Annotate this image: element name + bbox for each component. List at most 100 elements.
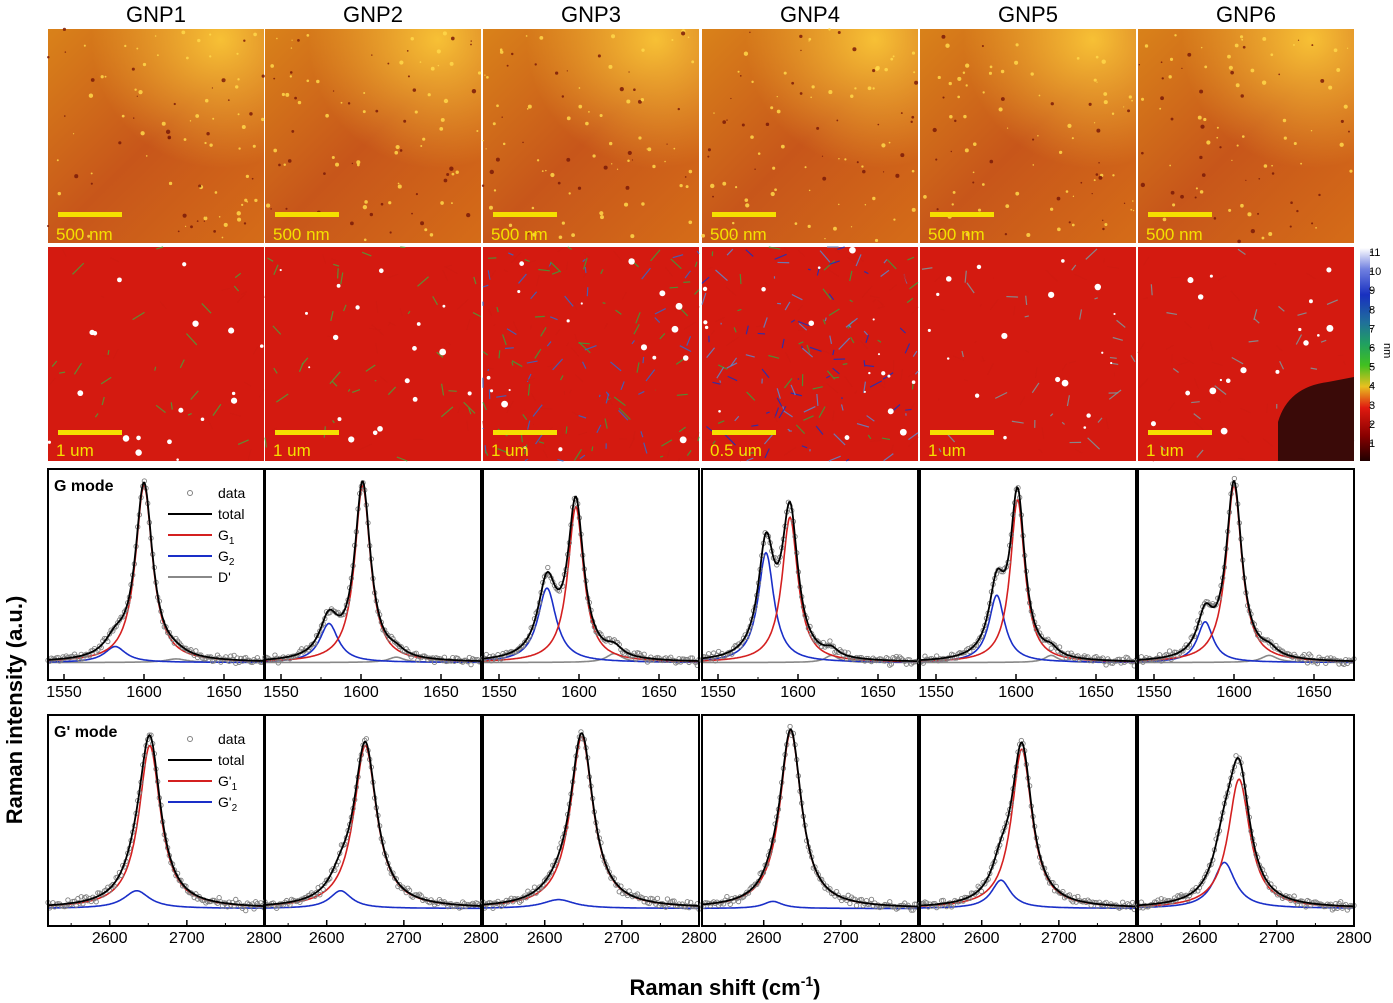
data-point bbox=[655, 896, 659, 900]
scale-bar-label: 1 um bbox=[1146, 441, 1184, 460]
x-tick-label: 1650 bbox=[641, 684, 677, 701]
x-tick-label: 1550 bbox=[700, 684, 736, 701]
height-map: 1 um bbox=[1138, 247, 1354, 461]
scale-bar bbox=[712, 430, 776, 435]
x-tick-label: 2700 bbox=[169, 930, 205, 947]
scale-bar-label: 500 nm bbox=[928, 225, 985, 244]
legend-label: G'2 bbox=[218, 794, 238, 814]
legend-marker bbox=[188, 737, 193, 742]
legend-marker bbox=[188, 491, 193, 496]
mode-title: G mode bbox=[54, 478, 114, 495]
colorbar-unit: nm bbox=[1381, 343, 1393, 358]
afm-image-row: 500 nm 500 nm 500 nm 500 nm 500 nm 500 nm bbox=[47, 28, 1354, 244]
x-tick-label: 1600 bbox=[780, 684, 816, 701]
panel-frame bbox=[702, 715, 918, 926]
raman-panel: 2600 2700 2800 bbox=[263, 715, 499, 947]
x-tick-label: 1550 bbox=[46, 684, 82, 701]
x-tick-label: 1550 bbox=[481, 684, 517, 701]
x-tick-label: 2600 bbox=[746, 930, 782, 947]
total-curve bbox=[702, 729, 918, 906]
x-tick-label: 1650 bbox=[206, 684, 242, 701]
legend-label: D' bbox=[218, 569, 231, 585]
colorbar-tick: 8 bbox=[1369, 304, 1375, 316]
afm-image: 500 nm bbox=[701, 28, 918, 244]
raman-panel: 2600 2700 2800G' mode datatotalG'1G'2 bbox=[46, 715, 282, 947]
scale-bar-label: 500 nm bbox=[56, 225, 113, 244]
total-curve bbox=[265, 481, 481, 661]
x-tick-label: 2700 bbox=[1259, 930, 1295, 947]
raman-panel: 1550 1600 1650 bbox=[918, 469, 1138, 701]
column-title: GNP6 bbox=[1216, 2, 1276, 27]
total-curve bbox=[483, 497, 699, 661]
colorbar-tick: 6 bbox=[1369, 343, 1375, 355]
g1-curve bbox=[265, 746, 481, 906]
scale-bar bbox=[1148, 212, 1212, 217]
height-colorbar: nm 1234567891011 bbox=[1360, 247, 1393, 461]
colorbar-tick: 10 bbox=[1369, 266, 1381, 278]
panel-frame bbox=[483, 469, 699, 680]
scale-bar bbox=[58, 430, 122, 435]
g-mode-row: 1550 1600 1650G mode datatotalG1G2D'1550 160… bbox=[46, 469, 1356, 701]
raman-panel: 2600 2700 2800 bbox=[918, 715, 1154, 947]
legend-label: data bbox=[218, 731, 245, 747]
scale-bar-label: 500 nm bbox=[1146, 225, 1203, 244]
x-tick-label: 2800 bbox=[463, 930, 499, 947]
scale-bar bbox=[930, 212, 994, 217]
x-tick-label: 1650 bbox=[1078, 684, 1114, 701]
legend-label: G1 bbox=[218, 527, 235, 547]
afm-image: 500 nm bbox=[920, 29, 1136, 244]
raman-panel: 2600 2700 2800 bbox=[1136, 715, 1372, 947]
g-prime-mode-row: 2600 2700 2800 G' mode data total G'1G'2 2600 27… bbox=[46, 715, 1372, 947]
total-curve bbox=[1138, 758, 1354, 906]
scale-bar bbox=[493, 430, 557, 435]
scale-bar bbox=[493, 212, 557, 217]
x-tick-label: 1600 bbox=[126, 684, 162, 701]
x-tick-label: 2700 bbox=[823, 930, 859, 947]
height-map: 1 um bbox=[483, 247, 699, 461]
total-curve bbox=[920, 487, 1136, 661]
x-tick-label: 1550 bbox=[1136, 684, 1172, 701]
x-tick-label: 2600 bbox=[527, 930, 563, 947]
x-tick-label: 2800 bbox=[1336, 930, 1372, 947]
g1-curve bbox=[702, 732, 918, 907]
column-title: GNP5 bbox=[998, 2, 1058, 27]
afm-image: 500 nm bbox=[47, 28, 265, 244]
x-tick-label: 1600 bbox=[561, 684, 597, 701]
scale-bar-label: 1 um bbox=[273, 441, 311, 460]
afm-image: 500 nm bbox=[1138, 29, 1354, 244]
x-tick-label: 1650 bbox=[860, 684, 896, 701]
g1-curve bbox=[1138, 486, 1354, 662]
colorbar-tick: 1 bbox=[1369, 438, 1375, 450]
data-point bbox=[217, 895, 221, 899]
x-tick-label: 2700 bbox=[604, 930, 640, 947]
panel-frame bbox=[1138, 469, 1354, 680]
legend-label: data bbox=[218, 485, 245, 501]
scale-bar-label: 500 nm bbox=[710, 225, 767, 244]
x-tick-label: 2600 bbox=[964, 930, 1000, 947]
raman-panel: 2600 2700 2800 bbox=[700, 715, 936, 947]
panel-frame bbox=[265, 715, 481, 926]
total-curve bbox=[702, 502, 918, 661]
x-tick-label: 1550 bbox=[263, 684, 299, 701]
data-point bbox=[1232, 476, 1236, 480]
x-tick-label: 1600 bbox=[343, 684, 379, 701]
x-tick-label: 2700 bbox=[1041, 930, 1077, 947]
column-title: GNP1 bbox=[126, 2, 186, 27]
scale-bar-label: 500 nm bbox=[273, 225, 330, 244]
legend: datatotalG'1G'2 bbox=[168, 731, 245, 814]
legend-label: total bbox=[218, 752, 244, 768]
scale-bar bbox=[930, 430, 994, 435]
colorbar-tick: 9 bbox=[1369, 285, 1375, 297]
x-tick-label: 1600 bbox=[1216, 684, 1252, 701]
data-point bbox=[869, 897, 873, 901]
x-tick-label: 1550 bbox=[918, 684, 954, 701]
x-tick-label: 1650 bbox=[423, 684, 459, 701]
scale-bar-label: 500 nm bbox=[491, 225, 548, 244]
scale-bar bbox=[275, 212, 339, 217]
data-point bbox=[194, 649, 198, 653]
x-tick-label: 2800 bbox=[1118, 930, 1154, 947]
raman-panel: 1550 1600 1650 bbox=[263, 469, 483, 701]
x-tick-label: 2700 bbox=[386, 930, 422, 947]
afm-image: 500 nm bbox=[482, 29, 699, 244]
x-tick-label: 2800 bbox=[681, 930, 717, 947]
